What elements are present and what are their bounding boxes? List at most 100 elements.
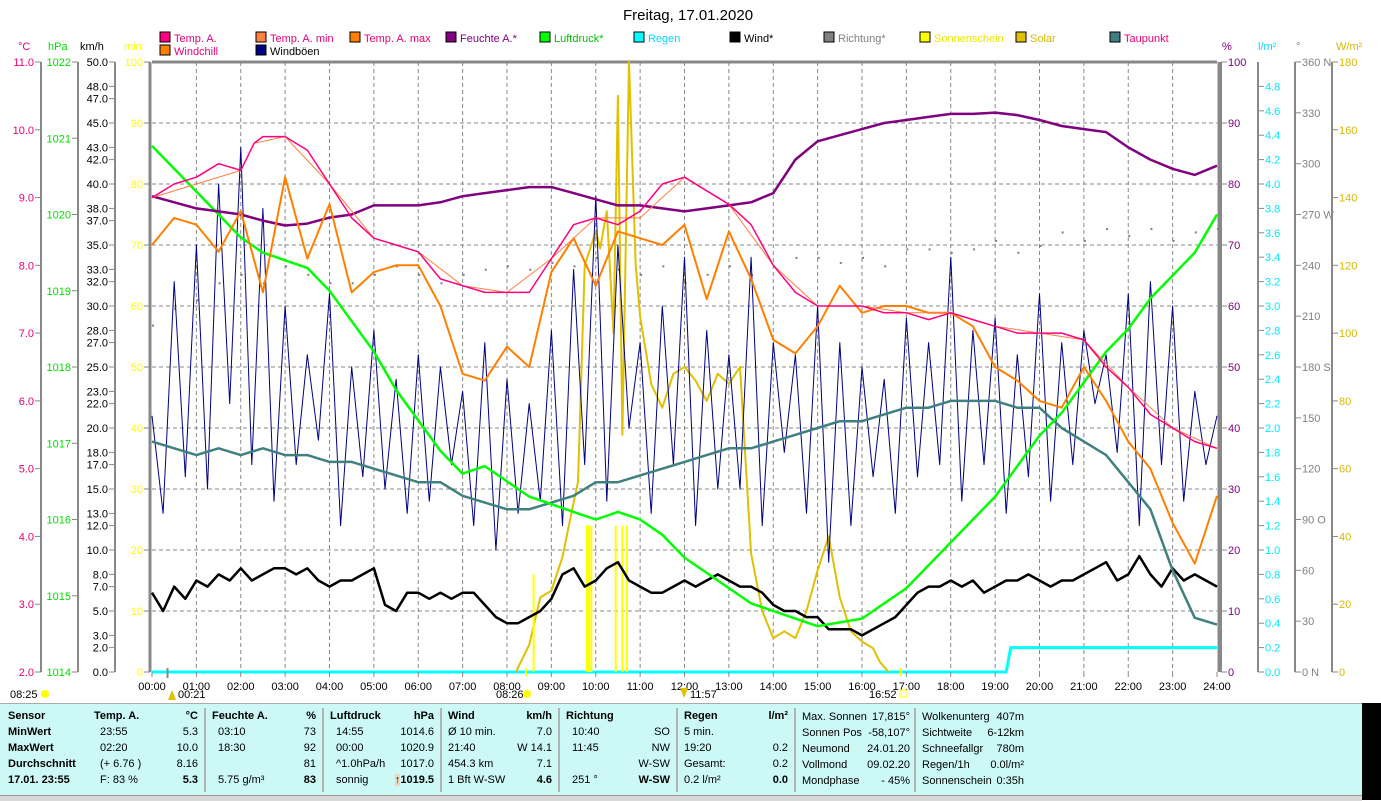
direction-point	[307, 273, 310, 276]
axis-label-direction: 30	[1302, 616, 1314, 628]
temp-row-label: (+ 6.76 )	[100, 758, 142, 770]
axis-label-wind: 2.0	[93, 643, 108, 655]
annotation-time: 00:21	[178, 689, 206, 701]
axis-label-humidity: 90	[1228, 118, 1240, 130]
axis-label-humidity: 80	[1228, 179, 1240, 191]
pressure-row: ^1.0hPa/h 1017.0	[324, 756, 440, 772]
astro-row: Sonnen Pos -58,107°	[796, 725, 914, 741]
humidity-row-label: 03:10	[218, 726, 246, 738]
weather-row: Sichtweite 6-12km	[916, 725, 1036, 741]
direction-point	[884, 265, 887, 268]
axis-label-wind: 50.0	[87, 57, 108, 69]
axis-label-wind: 45.0	[87, 118, 108, 130]
chart-title: Freitag, 17.01.2020	[623, 7, 753, 24]
axis-label-wind: 3.0	[93, 630, 108, 642]
rain-row-value: 0.2	[772, 758, 788, 770]
unit-wind: km/h	[80, 41, 104, 53]
legend-label: Temp. A.	[174, 33, 217, 45]
x-tick-label: 15:00	[804, 681, 832, 693]
wind-row-label: 21:40	[448, 742, 476, 754]
astro-label: Neumond	[802, 743, 850, 755]
direction-point	[1172, 239, 1175, 242]
axis-label-rain: 2.2	[1265, 399, 1280, 411]
weather-value: 407m	[996, 711, 1024, 723]
x-tick-label: 21:00	[1070, 681, 1098, 693]
x-axis-ticks: 00:00 01:00 02:00 03:00 04:00 05:00 06:00 07:00…	[138, 672, 1231, 693]
humidity-row: 18:30 92	[206, 740, 322, 756]
axis-label-temp: 10.0	[13, 125, 34, 137]
series-temp-a-max	[151, 176, 1218, 565]
x-tick-label: 03:00	[271, 681, 299, 693]
axis-label-solar: 40	[1339, 531, 1351, 543]
axis-label-rain: 4.0	[1265, 179, 1280, 191]
rain-row-label: Gesamt:	[684, 758, 726, 770]
wind-column: Wind km/h Ø 10 min. 7.0 21:40 W 14.1 454.3 km 7…	[442, 708, 560, 792]
axis-label-wind: 27.0	[87, 338, 108, 350]
series-windb-en	[151, 146, 1218, 563]
axis-label-direction: 300	[1302, 159, 1320, 171]
weather-row: Schneefallgr 780m	[916, 741, 1036, 757]
wind-header: Wind	[448, 710, 475, 722]
direction-row: 251 ° W-SW	[560, 772, 676, 788]
axis-label-pressure: 1020	[47, 210, 71, 222]
axis-label-solar: 160	[1339, 125, 1357, 137]
legend-swatch	[255, 44, 267, 56]
rain-row-value: 0.2	[772, 742, 788, 754]
series-regen	[152, 646, 1217, 674]
humidity-row-label: 18:30	[218, 742, 246, 754]
legend-swatch	[255, 31, 267, 43]
axis-label-wind: 33.0	[87, 264, 108, 276]
weather-label: Wolkenunterg	[922, 711, 990, 723]
axis-label-solar: 80	[1339, 396, 1351, 408]
series-taupunkt	[151, 399, 1218, 626]
axis-label-rain: 3.4	[1265, 252, 1280, 264]
axis-label-wind: 23.0	[87, 386, 108, 398]
weather-label: Sonnenschein	[922, 775, 992, 787]
sunrise-icon	[523, 690, 531, 698]
pressure-row: 00:00 1020.9	[324, 740, 440, 756]
direction-point	[1194, 231, 1197, 234]
annotation-time: 08:26	[496, 689, 524, 701]
direction-row: W-SW	[560, 756, 676, 772]
direction-point	[795, 256, 798, 259]
legend-swatch	[823, 31, 835, 43]
x-tick-label: 22:00	[1114, 681, 1142, 693]
direction-point	[662, 265, 665, 268]
moonset-icon	[680, 688, 688, 698]
legend-label: Temp. A. min	[270, 33, 334, 45]
pressure-row-label: 14:55	[336, 726, 364, 738]
annotation-time: 11:57	[690, 689, 717, 701]
legend-label: Richtung*	[838, 33, 886, 45]
moonrise-icon	[168, 690, 176, 700]
axis-label-pressure: 1018	[47, 362, 71, 374]
legend-swatch	[159, 31, 171, 43]
axis-label-wind: 35.0	[87, 240, 108, 252]
x-tick-label: 08:00	[493, 681, 521, 693]
temp-row-value: 10.0	[176, 742, 198, 754]
x-tick-label: 16:00	[848, 681, 876, 693]
axis-label-temp: 9.0	[19, 193, 34, 205]
direction-row-value: SO	[654, 726, 670, 738]
pressure-row-value: 1014.6	[400, 726, 434, 738]
axis-label-wind: 40.0	[87, 179, 108, 191]
astro-label: Vollmond	[802, 759, 848, 771]
axis-label-rain: 0.8	[1265, 569, 1280, 581]
axis-label-direction: 270 W	[1302, 210, 1334, 222]
axis-label-sun: 20	[131, 545, 143, 557]
humidity-row-value: 81	[303, 758, 316, 770]
series-wind	[150, 554, 1218, 637]
axis-label-temp: 2.0	[19, 667, 34, 679]
weather-row: Sonnenschein 0:35h	[916, 773, 1036, 789]
axis-label-wind: 5.0	[93, 606, 108, 618]
wind-row-label: 1 Bft W-SW	[448, 774, 506, 786]
weather-row: Regen/1h 0.0l/m²	[916, 757, 1036, 773]
direction-row-value: W-SW	[638, 758, 670, 770]
unit-pressure: hPa	[48, 41, 68, 53]
axis-label-direction: 90 O	[1302, 515, 1326, 527]
axis-label-direction: 60	[1302, 565, 1314, 577]
axis-label-sun: 30	[131, 484, 143, 496]
wind-row-value: 7.0	[536, 726, 552, 738]
axis-label-rain: 0.4	[1265, 618, 1280, 630]
pressure-row-label: 00:00	[336, 742, 364, 754]
x-tick-label: 18:00	[937, 681, 965, 693]
